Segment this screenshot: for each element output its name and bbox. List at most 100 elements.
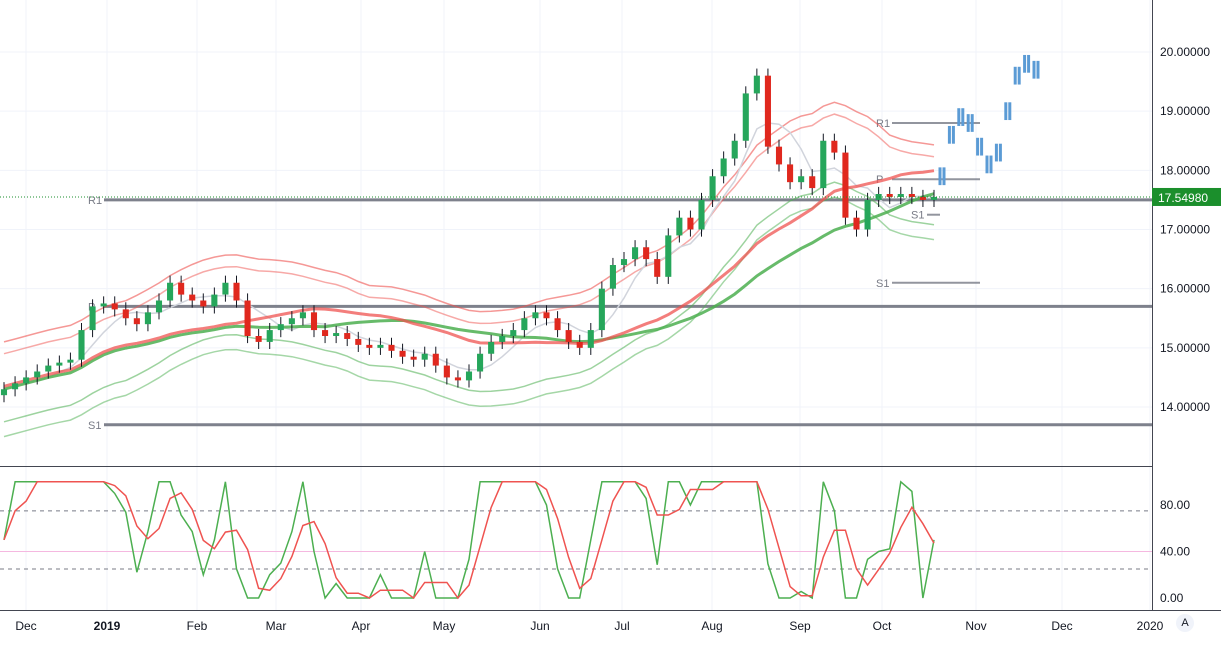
candle-body	[454, 377, 461, 381]
osc-tick-0: 80.00	[1160, 498, 1190, 512]
candle-body	[787, 164, 794, 183]
candle-body	[410, 356, 417, 360]
candle-body	[543, 312, 550, 319]
candle-body	[443, 365, 450, 378]
candle-body	[477, 353, 484, 372]
candle-body	[775, 146, 783, 165]
time-tick-4: Apr	[352, 619, 371, 633]
current-price-tag	[1152, 187, 1221, 206]
price-tick-4: 16.00000	[1160, 282, 1210, 296]
candle-body	[930, 196, 938, 200]
candle-body	[853, 217, 860, 230]
candle-body	[565, 330, 572, 342]
candle-body	[897, 194, 904, 197]
candle-body	[67, 359, 74, 363]
candle-body	[665, 235, 672, 277]
candle-body	[465, 371, 473, 381]
candle-body	[111, 303, 118, 310]
pivot-label-2: S1	[88, 420, 101, 432]
price-tick-1: 19.00000	[1160, 104, 1210, 118]
time-tick-6: Jun	[530, 619, 549, 633]
candle-body	[764, 75, 771, 147]
pivot-label-5: S1	[911, 210, 924, 222]
candle-body	[532, 312, 539, 319]
candle-body	[89, 306, 96, 331]
candle-body	[831, 140, 838, 153]
pivot-label-6: S1	[876, 278, 889, 290]
price-tick-5: 15.00000	[1160, 341, 1210, 355]
ma-slow-green	[3, 192, 935, 391]
candle-body	[233, 282, 240, 301]
candle-body	[842, 152, 849, 218]
candle-body	[643, 247, 650, 260]
price-tick-0: 20.00000	[1160, 45, 1210, 59]
candle-body	[178, 282, 185, 295]
candle-body	[344, 333, 351, 339]
candle-body	[155, 300, 163, 313]
candle-body	[34, 371, 41, 378]
candle-body	[598, 288, 605, 331]
candle-body	[200, 300, 207, 307]
price-tick-3: 17.00000	[1160, 223, 1210, 237]
candle-body	[189, 294, 196, 301]
price-tick-6: 14.00000	[1160, 400, 1210, 414]
candle-body	[554, 318, 561, 331]
candle-body	[742, 93, 749, 141]
time-tick-12: Dec	[1051, 619, 1072, 633]
candle-body	[288, 318, 295, 325]
candle-body	[211, 294, 218, 307]
candle-body	[609, 265, 616, 289]
candle-body	[144, 312, 151, 325]
time-tick-13: 2020	[1137, 619, 1164, 633]
candle-body	[432, 353, 439, 366]
candle-body	[720, 158, 727, 177]
candle-body	[864, 199, 871, 230]
candle-body	[277, 324, 284, 331]
candle-body	[23, 377, 30, 384]
candle-body	[820, 140, 827, 189]
candle-body	[310, 312, 318, 331]
candle-body	[133, 318, 140, 325]
time-tick-2: Feb	[187, 619, 208, 633]
auto-scale-button[interactable]: A	[1176, 614, 1194, 632]
band-lower-outer	[3, 196, 935, 438]
price-tick-2: 18.00000	[1160, 163, 1210, 177]
candle-body	[687, 217, 694, 230]
candle-body	[632, 247, 639, 260]
candle-body	[399, 350, 406, 357]
band-upper-outer	[3, 101, 935, 343]
candle-body	[521, 318, 528, 331]
candle-body	[299, 312, 306, 319]
candle-body	[222, 282, 229, 295]
candle-body	[12, 383, 19, 390]
candle-body	[798, 176, 805, 183]
candle-body	[919, 196, 926, 200]
candle-body	[698, 199, 705, 230]
axes: 17.54980 20.00000 19.00000 18.00000 17.00000…	[0, 45, 1221, 633]
candle-body	[731, 140, 738, 159]
time-tick-5: May	[433, 619, 456, 633]
candle-body	[709, 176, 716, 200]
current-price-label: 17.54980	[1158, 191, 1208, 205]
pivot-label-3: R1	[876, 118, 890, 130]
candle-body	[886, 194, 893, 197]
candle-body	[244, 300, 251, 336]
time-tick-11: Nov	[965, 619, 986, 633]
osc-tick-2: 0.00	[1160, 591, 1184, 605]
candle-body	[809, 176, 816, 189]
candle-body	[0, 389, 8, 396]
candle-body	[908, 194, 915, 197]
candle-body	[875, 194, 882, 200]
time-tick-1: 2019	[94, 619, 121, 633]
candle-body	[676, 217, 683, 236]
time-tick-0: Dec	[15, 619, 36, 633]
candle-body	[333, 333, 340, 336]
candle-body	[620, 259, 628, 265]
candle-body	[322, 330, 329, 336]
candle-body	[100, 303, 107, 307]
candle-body	[654, 259, 661, 277]
band-upper-inner	[3, 113, 935, 355]
candle-body	[488, 341, 495, 354]
